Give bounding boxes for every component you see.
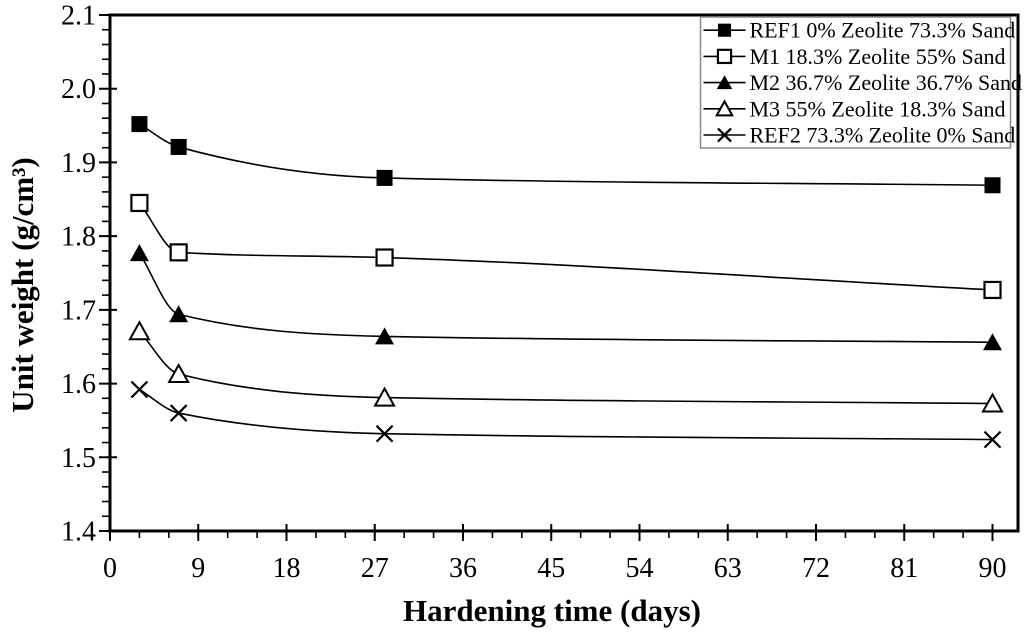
marker-filled-square (131, 116, 148, 133)
marker-filled-square (984, 177, 1001, 194)
legend-entry: REF1 0% Zeolite 73.3% Sand (703, 18, 1016, 43)
marker-open-square (169, 243, 188, 262)
x-axis-tick-label: 54 (626, 553, 654, 584)
x-axis-tick-label: 0 (103, 553, 117, 584)
marker-x-cross (983, 430, 1002, 449)
marker-open-square (375, 248, 394, 267)
marker-filled-triangle (716, 75, 733, 90)
y-axis-tick-label: 1.7 (61, 295, 96, 326)
marker-open-triangle (715, 99, 734, 117)
marker-filled-triangle (169, 305, 189, 323)
x-axis-tick-label: 27 (361, 553, 389, 584)
marker-open-triangle (981, 392, 1004, 413)
marker-open-triangle (373, 386, 396, 407)
y-axis-title: Unit weight (g/cm³) (5, 157, 40, 413)
marker-filled-triangle (129, 244, 149, 262)
legend-entry: M2 36.7% Zeolite 36.7% Sand (703, 70, 1023, 95)
x-axis-tick-label: 90 (979, 553, 1007, 584)
y-axis-tick-label: 1.4 (61, 517, 96, 548)
x-axis-tick-label: 18 (273, 553, 301, 584)
legend-entry: REF2 73.3% Zeolite 0% Sand (703, 123, 1016, 148)
legend-entry-label: M2 36.7% Zeolite 36.7% Sand (750, 70, 1023, 95)
x-axis-title: Hardening time (days) (403, 593, 701, 628)
x-axis-tick-label: 9 (191, 553, 205, 584)
marker-x-cross (169, 404, 188, 422)
legend-entry-label: REF1 0% Zeolite 73.3% Sand (750, 18, 1016, 43)
marker-filled-square (376, 169, 393, 186)
x-axis-tick-label: 36 (449, 553, 477, 584)
legend-entry: M3 55% Zeolite 18.3% Sand (703, 96, 1006, 121)
marker-x-cross (130, 380, 149, 399)
marker-x-cross (375, 424, 394, 443)
x-axis-tick-label: 63 (714, 553, 742, 584)
marker-filled-square (170, 138, 187, 155)
legend-border (699, 16, 1012, 149)
y-axis-tick-label: 1.9 (61, 148, 96, 179)
y-axis-tick-label: 2.0 (61, 74, 96, 105)
marker-open-triangle (167, 362, 190, 383)
legend-entry: M1 18.3% Zeolite 55% Sand (703, 44, 1006, 69)
y-axis-tick-label: 1.8 (61, 222, 96, 253)
x-axis-tick-label: 45 (537, 553, 565, 584)
marker-open-square (716, 48, 733, 65)
marker-filled-square (717, 23, 732, 37)
marker-open-triangle (128, 320, 151, 341)
legend-entry-label: M1 18.3% Zeolite 55% Sand (750, 44, 1006, 69)
legend-entry-label: REF2 73.3% Zeolite 0% Sand (750, 123, 1016, 148)
y-axis-tick-label: 2.1 (61, 1, 96, 32)
marker-filled-triangle (983, 333, 1003, 351)
y-axis-tick-label: 1.6 (61, 369, 96, 400)
marker-x-cross (717, 127, 732, 143)
legend-entry-label: M3 55% Zeolite 18.3% Sand (750, 96, 1006, 121)
y-axis-tick-label: 1.5 (61, 443, 96, 474)
marker-open-square (983, 280, 1002, 300)
marker-filled-triangle (375, 327, 395, 345)
marker-open-square (130, 193, 149, 213)
x-axis-tick-label: 81 (890, 553, 918, 584)
plot-area: 0 9 18 27 36 45 54 63 72 81 90 1.4 1.5 1.6 1.7 1.8 1.9 2.… (61, 1, 1022, 585)
x-axis-tick-label: 72 (802, 553, 830, 584)
